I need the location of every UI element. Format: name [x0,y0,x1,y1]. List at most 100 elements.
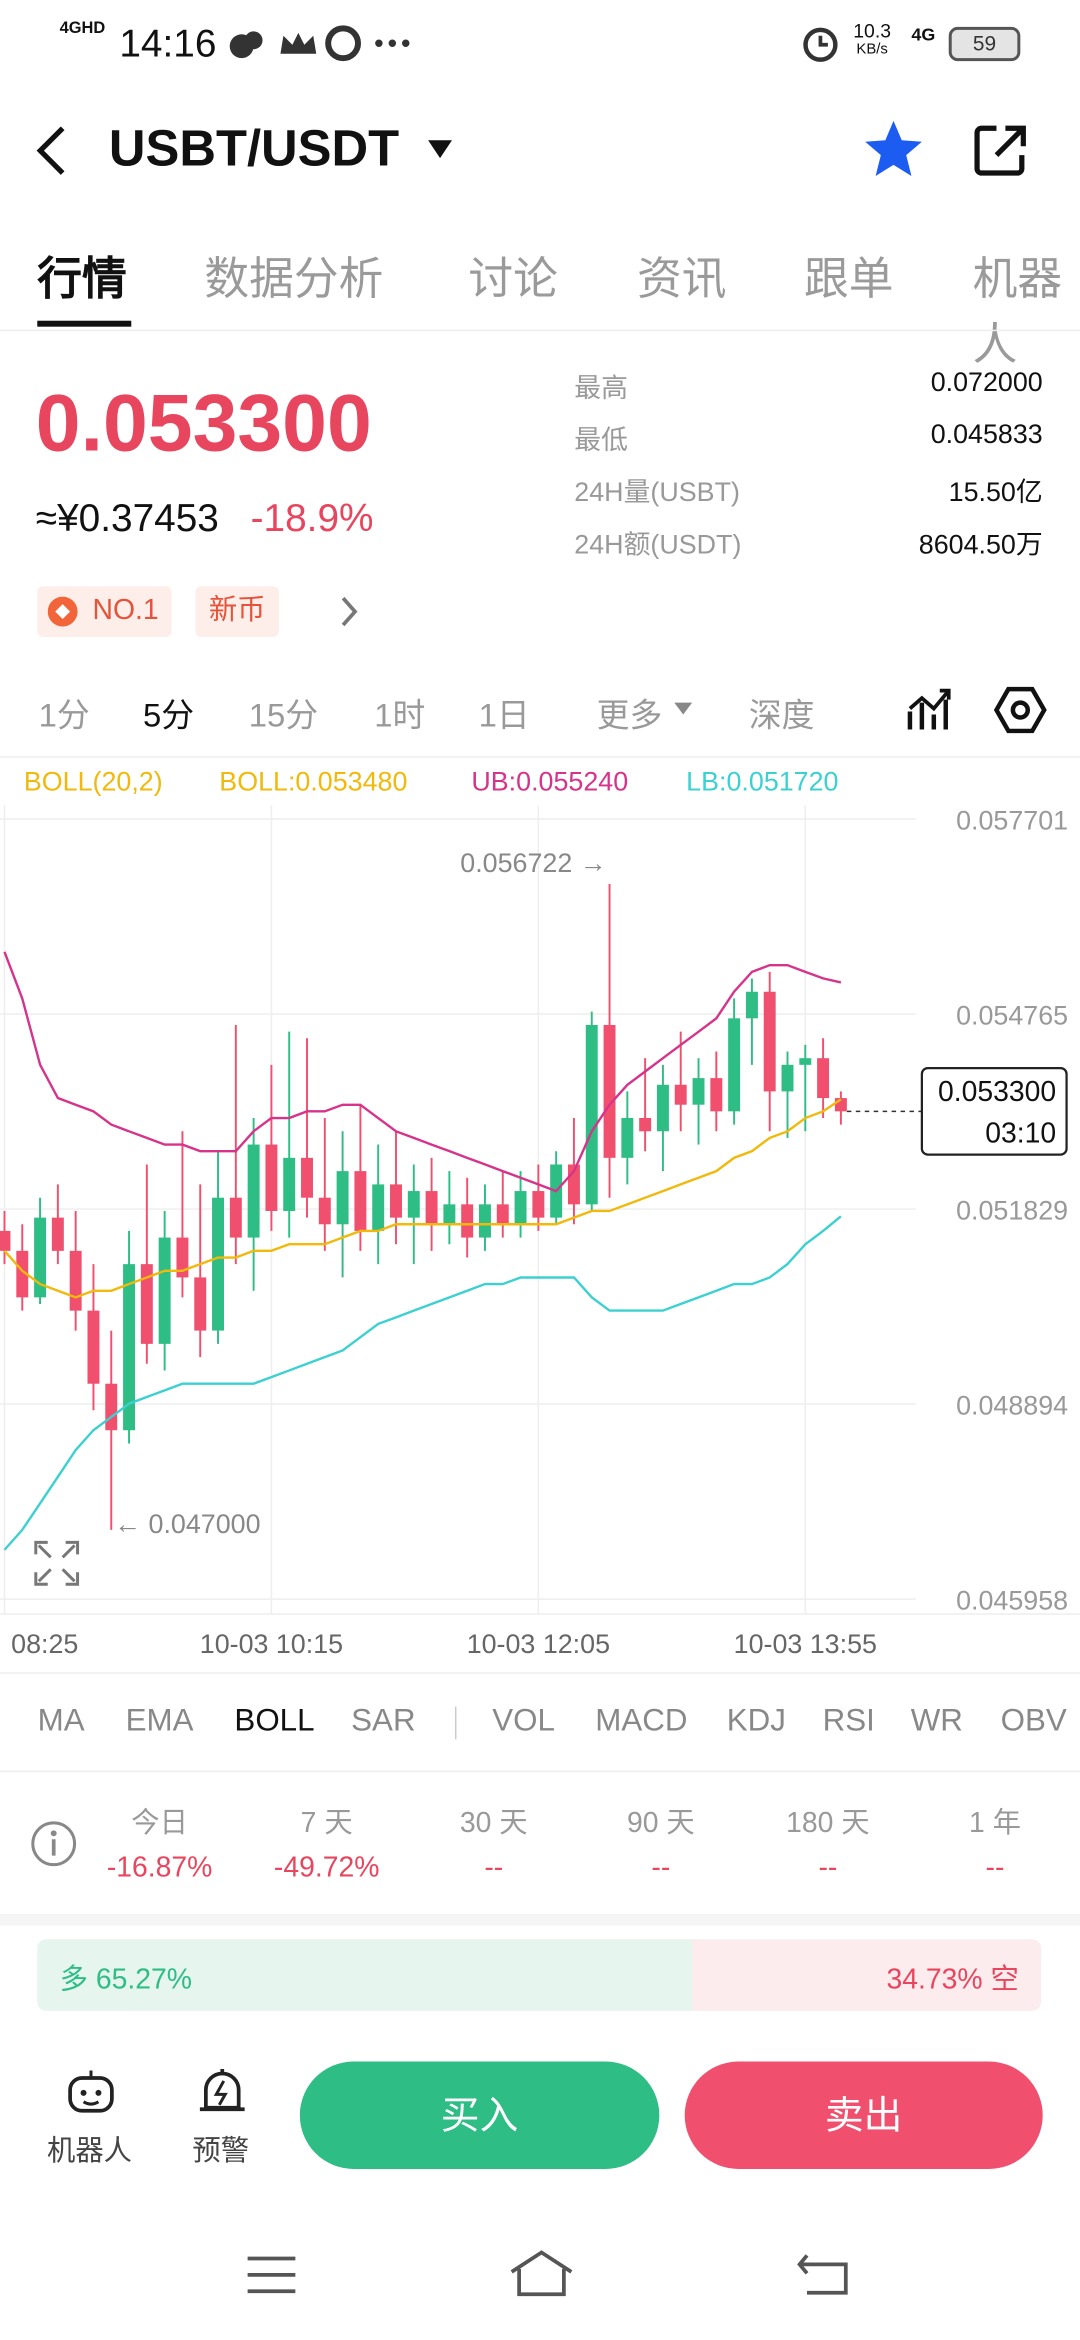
legend-entry: BOLL:0.053480 [219,766,408,797]
cny-price: ≈¥0.37453 [35,495,219,540]
period-label: 30 天 [459,1807,528,1840]
interval[interactable]: 1日 [478,696,530,734]
x-tick-label: 08:25 [11,1629,78,1659]
tab[interactable]: 机器人 [972,255,1063,370]
indicator-tab[interactable]: BOLL [234,1703,315,1738]
current-price-box [920,1066,1068,1156]
indicator-tab[interactable]: MA [37,1703,85,1738]
kline-chart[interactable]: 0.045958 0.048894 0.051829 0.054765 0.057701… [0,753,1080,1670]
candle-body [194,1277,207,1331]
candle-body [532,1191,545,1218]
candle-body [283,1157,296,1211]
back-button[interactable] [33,125,78,176]
network-4g: 4G [911,23,936,45]
fullscreen-icon[interactable] [34,1540,80,1586]
legend-entry: UB:0.055240 [471,766,629,797]
pair-dropdown[interactable] [425,137,455,161]
divider [0,756,1080,758]
indicator-tab[interactable]: KDJ [726,1703,786,1738]
divider [0,1770,1080,1773]
candle-body [212,1197,224,1331]
interval[interactable]: 1分 [38,696,90,734]
candle-body [763,991,776,1092]
y-tick-label: 0.057701 [956,805,1068,835]
settings-hex-icon[interactable] [993,683,1047,737]
rank-badge[interactable]: NO.1 [37,586,172,637]
long-share [37,1939,693,2011]
candle-body [461,1204,474,1238]
legend-entry: LB:0.051720 [686,766,839,797]
tab[interactable]: 数据分析 [204,255,384,305]
candle-body [87,1310,100,1384]
candle-body [728,1018,741,1112]
candle-body [105,1383,118,1431]
robot-icon[interactable] [64,2066,118,2117]
tab[interactable]: 行情 [37,255,127,305]
tab[interactable]: 讨论 [468,255,558,305]
y-tick-label: 0.054765 [956,1000,1068,1030]
tab-separator [454,1706,457,1740]
indicator-tab[interactable]: EMA [125,1703,194,1738]
net-speed-value: 10.3 [853,19,892,42]
stat-label: 最低 [574,425,629,455]
candle-body [514,1191,527,1225]
period-label: 今日 [131,1807,188,1840]
indicator-tab[interactable]: RSI [822,1703,875,1738]
alert-label[interactable]: 预警 [192,2136,250,2168]
indicator-tab[interactable]: OBV [1000,1703,1067,1738]
long-label: 多 65.27% [59,1964,193,1996]
indicator-tab[interactable]: WR [910,1703,963,1738]
candle-body [140,1264,153,1344]
candle-body [692,1078,705,1105]
nav-menu[interactable] [245,2252,299,2297]
long-short-bar: 多 65.27% 34.73% 空 [37,1939,1042,2011]
net-speed-unit: KB/s [856,41,888,59]
pair-title[interactable]: USBT/USDT [108,120,400,178]
info-icon[interactable] [30,1820,78,1868]
nav-back[interactable] [795,2249,852,2297]
candle-body [247,1144,260,1238]
stat-label: 24H额(USDT) [574,529,742,560]
indicator-tab[interactable]: VOL [492,1703,555,1738]
candle-body [176,1237,189,1278]
candle-body [656,1084,669,1132]
candle-body [585,1024,598,1205]
indicator-tab[interactable]: MACD [595,1703,688,1738]
interval[interactable]: 更多 [596,696,663,734]
robot-label[interactable]: 机器人 [46,2136,133,2168]
stat-label: 最高 [574,372,629,403]
candle-body [51,1217,64,1251]
period-value: -- [651,1852,671,1885]
status-icons [229,25,410,62]
interval[interactable]: 1时 [374,696,426,734]
candle-body [69,1250,82,1311]
stat-value: 0.045833 [930,419,1043,450]
favorite-star[interactable] [862,118,925,181]
interval[interactable]: 5分 [143,696,195,734]
candle-body [16,1250,29,1298]
y-tick-label: 0.045958 [956,1586,1068,1616]
interval[interactable]: 深度 [748,696,815,734]
candle-body [834,1098,847,1112]
period-value: -- [818,1852,838,1885]
tab[interactable]: 跟单 [804,255,894,305]
badge-chevron[interactable] [337,594,361,630]
buy-button[interactable]: 买入 [299,2061,660,2169]
candle-body [674,1084,687,1105]
indicator-tab[interactable]: SAR [351,1703,416,1738]
candle-body [407,1191,420,1218]
share-button[interactable] [973,122,1030,179]
alert-icon[interactable] [197,2066,248,2117]
section-gap [0,1913,1080,1926]
new-coin-badge[interactable]: 新币 [195,586,279,637]
nav-home[interactable] [507,2248,576,2299]
sell-button[interactable]: 卖出 [684,2061,1043,2169]
chart-settings-icon[interactable] [905,685,953,736]
tab[interactable]: 资讯 [636,255,727,305]
candle-body [781,1064,794,1092]
alarm-icon [803,27,838,62]
countdown-label: 03:10 [985,1118,1056,1150]
interval[interactable]: 15分 [248,696,319,734]
indicator-name: BOLL(20,2) [23,766,163,797]
